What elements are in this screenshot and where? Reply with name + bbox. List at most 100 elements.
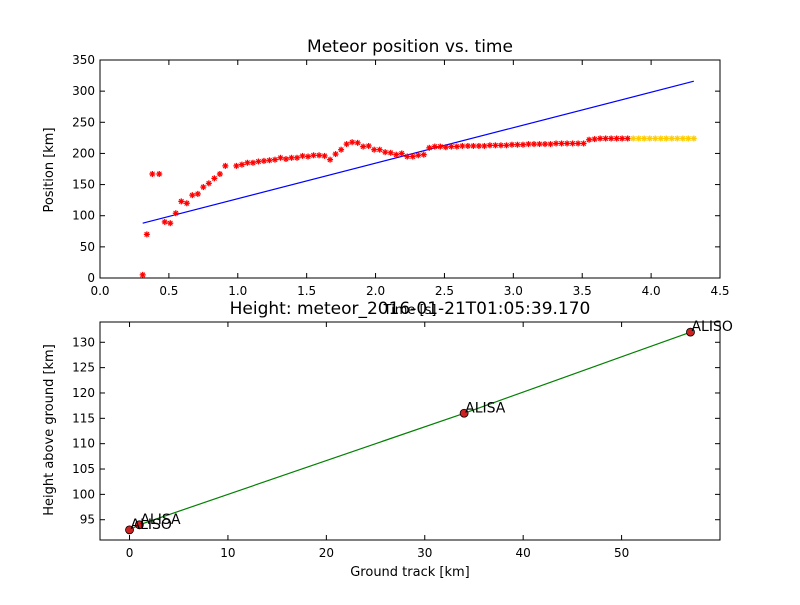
- position-point: [553, 140, 560, 147]
- position-point: [294, 154, 301, 161]
- position-point: [619, 135, 626, 142]
- extrapolated-point: [635, 135, 642, 142]
- x-tick-label: 3.0: [504, 284, 523, 298]
- extrapolated-point: [652, 135, 659, 142]
- position-point: [178, 198, 185, 205]
- height-chart-frame: [99, 321, 721, 541]
- position-point: [387, 149, 394, 156]
- height-chart-title: Height: meteor_2016-01-21T01:05:39.170: [230, 299, 591, 319]
- x-tick-label: 2.0: [366, 284, 385, 298]
- position-point: [167, 220, 174, 227]
- position-point: [183, 200, 190, 207]
- extrapolated-point: [690, 135, 697, 142]
- position-chart-ylabel: Position [km]: [42, 127, 57, 212]
- y-tick-label: 105: [72, 462, 95, 476]
- position-point: [194, 190, 201, 197]
- position-point: [569, 140, 576, 147]
- x-tick-label: 0.5: [159, 284, 178, 298]
- position-point: [536, 141, 543, 148]
- x-tick-label: 0.0: [90, 284, 109, 298]
- position-point: [442, 144, 449, 151]
- position-point: [508, 141, 515, 148]
- position-point: [542, 141, 549, 148]
- position-point: [233, 162, 240, 169]
- position-point: [305, 153, 312, 160]
- extrapolated-point: [646, 135, 653, 142]
- x-tick-label: 4.0: [642, 284, 661, 298]
- position-point: [486, 142, 493, 149]
- position-point: [244, 159, 251, 166]
- height-chart-xlabel: Ground track [km]: [350, 565, 470, 580]
- position-point: [591, 136, 598, 143]
- position-point: [475, 142, 482, 149]
- position-point: [260, 157, 267, 164]
- station-point: [686, 327, 695, 337]
- position-point: [503, 142, 510, 149]
- x-tick-label: 3.5: [573, 284, 592, 298]
- position-point: [211, 175, 218, 182]
- position-point: [283, 156, 289, 163]
- extrapolated-point: [657, 135, 664, 142]
- position-point: [321, 152, 328, 159]
- position-point: [288, 154, 295, 161]
- position-point: [597, 135, 604, 142]
- position-point: [200, 184, 207, 191]
- y-tick-label: 350: [72, 53, 95, 67]
- height-chart-ylabel: Height above ground [km]: [42, 344, 57, 516]
- position-chart-title: Meteor position vs. time: [307, 37, 513, 57]
- position-point: [255, 158, 262, 165]
- y-tick-label: 125: [72, 361, 95, 375]
- fit-line: [142, 80, 694, 224]
- position-point: [525, 141, 532, 148]
- position-point: [139, 271, 146, 278]
- x-tick-label: 30: [417, 546, 432, 560]
- position-point: [360, 143, 367, 150]
- position-point: [382, 149, 389, 156]
- position-point: [420, 151, 427, 158]
- x-tick-label: 10: [220, 546, 235, 560]
- position-chart: Meteor position vs. time Time [s] Positi…: [42, 37, 730, 318]
- position-point: [156, 170, 163, 177]
- position-point: [613, 135, 620, 142]
- position-point: [327, 156, 334, 163]
- y-tick-label: 100: [72, 209, 95, 223]
- x-tick-label: 1.0: [228, 284, 247, 298]
- y-tick-label: 115: [72, 411, 95, 425]
- position-point: [453, 143, 460, 150]
- position-point: [161, 218, 168, 225]
- x-tick-label: 50: [614, 546, 629, 560]
- position-chart-frame: [99, 59, 721, 279]
- station-point: [125, 525, 134, 535]
- y-tick-label: 50: [80, 240, 95, 254]
- position-point: [608, 135, 615, 142]
- position-chart-marks: [139, 80, 697, 278]
- position-point: [580, 140, 587, 147]
- position-point: [404, 153, 411, 160]
- position-point: [624, 135, 631, 142]
- position-chart-ticks: 0.0 0.5 1.0 1.5 2.0 2.5 3.0 3.5 4.0 4.5 0 50 100 150 2…: [72, 53, 729, 298]
- extrapolated-point: [668, 135, 675, 142]
- position-point: [238, 161, 245, 168]
- position-point: [354, 139, 361, 146]
- y-tick-label: 250: [72, 115, 95, 129]
- position-point: [349, 139, 356, 146]
- station-label: ALISO: [131, 517, 172, 533]
- position-point: [205, 180, 212, 187]
- position-chart-xlabel: Time [s]: [383, 303, 437, 318]
- station-label: ALISA: [465, 400, 506, 416]
- position-point: [216, 170, 223, 177]
- position-point: [277, 154, 284, 161]
- position-point: [531, 141, 537, 148]
- y-tick-label: 300: [72, 84, 95, 98]
- x-tick-label: 40: [516, 546, 531, 560]
- position-point: [398, 150, 405, 157]
- position-point: [558, 140, 565, 147]
- x-tick-label: 20: [319, 546, 334, 560]
- height-chart-ticks: 0 10 20 30 40 50 95 100 105 110 115 120 125 130: [72, 322, 720, 560]
- extrapolated-point: [641, 135, 648, 142]
- position-point: [189, 192, 196, 199]
- position-point: [249, 159, 256, 166]
- x-tick-label: 1.5: [297, 284, 316, 298]
- y-tick-label: 0: [87, 271, 95, 285]
